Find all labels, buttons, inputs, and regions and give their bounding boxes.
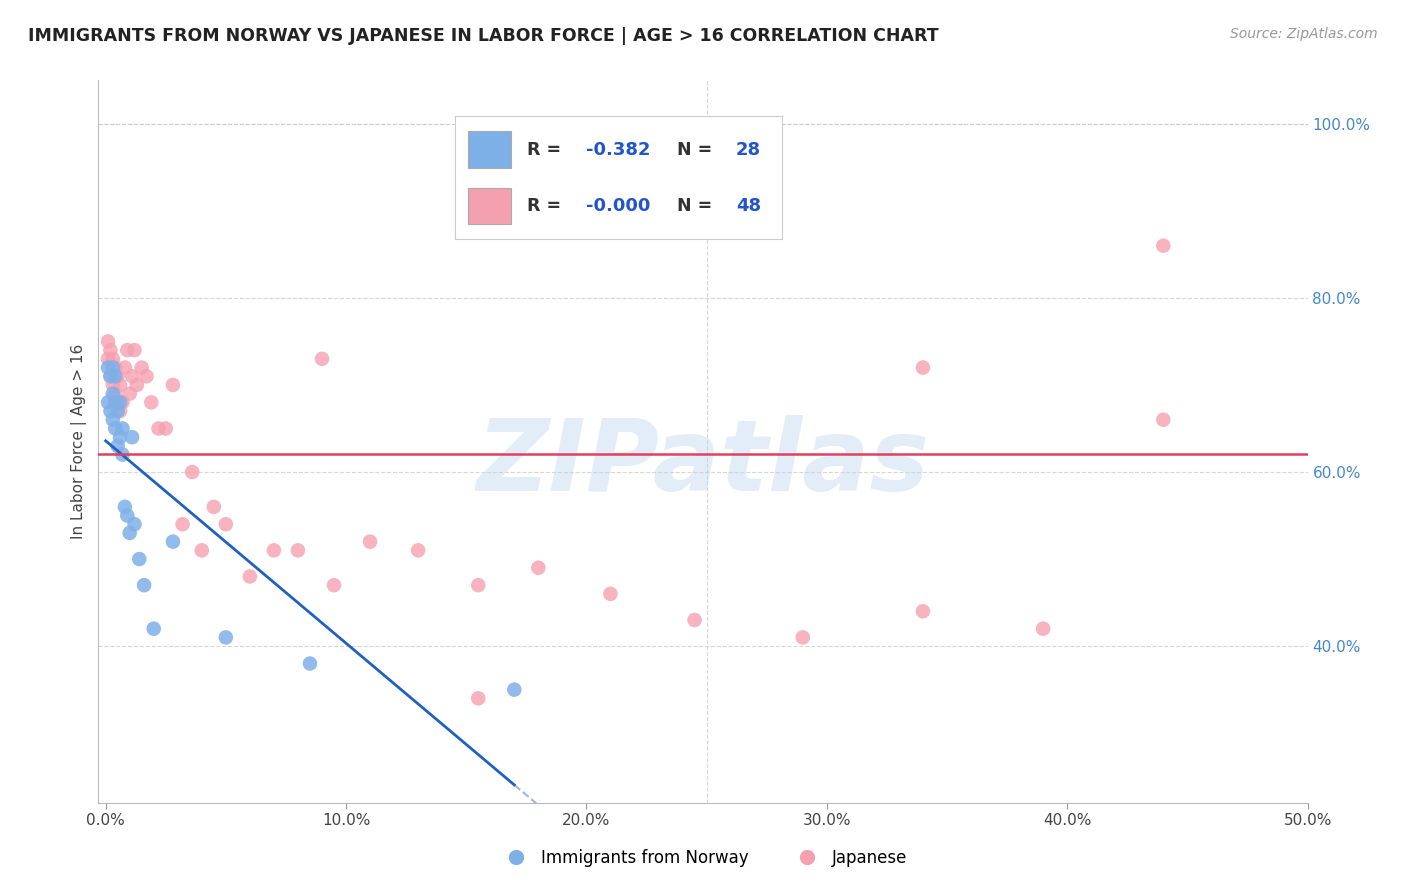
Point [104,395,127,409]
Point [359,534,381,549]
Point [1152,413,1174,427]
Point [101,386,124,401]
Point [202,500,225,514]
Point [215,631,238,645]
Point [104,386,127,401]
Point [1152,238,1174,252]
Point [162,534,184,549]
Point [599,587,621,601]
Point [118,386,141,401]
Point [215,517,238,532]
Point [111,421,134,435]
Point [101,378,124,392]
Text: ZIPatlas: ZIPatlas [477,415,929,512]
Point [108,404,131,418]
Point [125,378,148,392]
Point [406,543,429,558]
Point [792,631,814,645]
Point [117,508,139,523]
Point [131,360,153,375]
Point [114,360,136,375]
Point [97,395,120,409]
Point [911,604,934,618]
Point [467,691,489,706]
Point [108,378,131,392]
Point [107,369,129,384]
Point [191,543,214,558]
Point [101,413,124,427]
Point [104,421,127,435]
Point [101,351,124,366]
Point [100,369,122,384]
Point [142,622,165,636]
Point [911,360,934,375]
Point [121,430,143,444]
Point [111,395,134,409]
Point [467,578,489,592]
Text: Source: ZipAtlas.com: Source: ZipAtlas.com [1230,27,1378,41]
Point [298,657,321,671]
Point [503,682,526,697]
Point [118,525,141,540]
Point [162,378,184,392]
Point [135,369,157,384]
Point [114,500,136,514]
Point [97,360,120,375]
Point [263,543,285,558]
Point [124,517,146,532]
Point [97,334,120,349]
Point [287,543,309,558]
Point [97,351,120,366]
Point [141,395,163,409]
Point [527,561,550,575]
Point [148,421,170,435]
Point [132,578,155,592]
Point [107,395,129,409]
Point [104,369,127,384]
Text: IMMIGRANTS FROM NORWAY VS JAPANESE IN LABOR FORCE | AGE > 16 CORRELATION CHART: IMMIGRANTS FROM NORWAY VS JAPANESE IN LA… [28,27,939,45]
Point [100,369,122,384]
Point [128,552,150,566]
Point [124,343,146,358]
Legend: Immigrants from Norway, Japanese: Immigrants from Norway, Japanese [492,843,914,874]
Point [104,360,127,375]
Point [323,578,346,592]
Point [107,439,129,453]
Y-axis label: In Labor Force | Age > 16: In Labor Force | Age > 16 [72,344,87,539]
Point [239,569,262,583]
Point [101,360,124,375]
Point [107,404,129,418]
Point [121,369,143,384]
Point [172,517,194,532]
Point [155,421,177,435]
Point [683,613,706,627]
Point [108,395,131,409]
Point [311,351,333,366]
Point [117,343,139,358]
Point [100,404,122,418]
Point [108,430,131,444]
Point [100,343,122,358]
Point [1032,622,1054,636]
Point [181,465,204,479]
Point [111,448,134,462]
